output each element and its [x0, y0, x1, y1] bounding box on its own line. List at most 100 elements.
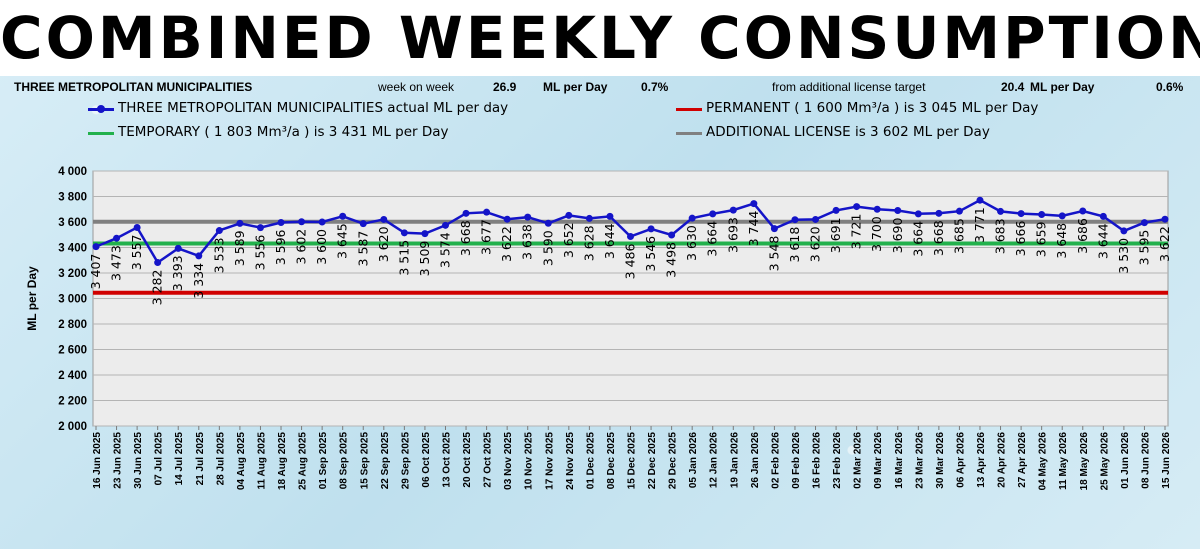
x-tick-label: 01 Dec 2025: [585, 432, 596, 490]
data-point: [503, 215, 511, 223]
x-tick-label: 08 Sep 2025: [339, 432, 350, 490]
data-point: [873, 205, 881, 213]
data-label: 3 664: [705, 221, 720, 257]
data-label: 3 620: [376, 226, 391, 262]
legend-label-actual: THREE METROPOLITAN MUNICIPALITIES actual…: [118, 100, 509, 116]
data-point: [1058, 212, 1066, 220]
data-point: [113, 234, 121, 242]
info-license-unit: ML per Day: [1030, 80, 1095, 94]
legend-label-permanent: PERMANENT ( 1 600 Mm³/a ) is 3 045 ML pe…: [706, 100, 1039, 116]
x-tick-label: 23 Feb 2026: [832, 432, 843, 489]
data-label: 3 556: [252, 235, 267, 271]
data-point: [524, 213, 532, 221]
data-label: 3 622: [499, 226, 514, 262]
x-tick-label: 22 Sep 2025: [380, 432, 391, 490]
data-label: 3 393: [170, 255, 185, 291]
data-point: [606, 212, 614, 220]
x-tick-label: 10 Nov 2025: [524, 432, 535, 490]
y-tick-label: 2 600: [58, 345, 87, 357]
legend-swatch-additional: [676, 132, 702, 135]
data-label: 3 596: [273, 229, 288, 265]
data-point: [236, 219, 244, 227]
data-point: [256, 224, 264, 232]
x-tick-label: 20 Apr 2026: [997, 432, 1008, 488]
x-tick-label: 16 Mar 2026: [894, 432, 905, 489]
y-tick-label: 2 000: [58, 421, 87, 433]
x-tick-label: 29 Sep 2025: [400, 432, 411, 490]
data-point: [1099, 212, 1107, 220]
x-tick-label: 18 May 2026: [1079, 432, 1090, 491]
data-point: [195, 252, 203, 260]
y-tick-label: 3 800: [58, 192, 87, 204]
data-point: [729, 206, 737, 214]
data-label: 3 282: [150, 270, 165, 306]
data-label: 3 638: [520, 224, 535, 260]
data-label: 3 630: [684, 225, 699, 261]
data-point: [1120, 227, 1128, 235]
y-tick-label: 2 400: [58, 370, 87, 382]
x-tick-label: 30 Jun 2025: [133, 432, 144, 489]
data-label: 3 498: [664, 242, 679, 278]
y-tick-label: 2 200: [58, 396, 87, 408]
x-tick-label: 14 Jul 2025: [174, 432, 185, 486]
y-tick-label: 3 200: [58, 268, 87, 280]
data-point: [812, 215, 820, 223]
info-week-value: 26.9: [493, 80, 517, 94]
x-tick-label: 09 Mar 2026: [873, 432, 884, 489]
legend-marker-actual: [97, 105, 105, 113]
data-point: [483, 208, 491, 216]
data-point: [647, 225, 655, 233]
data-label: 3 589: [232, 230, 247, 266]
data-label: 3 771: [972, 207, 987, 243]
info-week-label: week on week: [378, 80, 455, 94]
data-point: [688, 214, 696, 222]
chart-title: COMBINED WEEKLY CONSUMPTION: [0, 4, 1200, 72]
data-point: [277, 219, 285, 227]
data-label: 3 721: [849, 214, 864, 250]
data-label: 3 473: [109, 245, 124, 281]
data-point: [997, 207, 1005, 215]
data-label: 3 668: [931, 220, 946, 256]
y-tick-label: 3 400: [58, 243, 87, 255]
data-label: 3 407: [88, 254, 103, 290]
x-tick-label: 05 Jan 2026: [688, 432, 699, 489]
x-tick-label: 19 Jan 2026: [729, 432, 740, 489]
data-point: [709, 210, 717, 218]
legend-swatch-permanent: [676, 108, 702, 111]
data-point: [359, 220, 367, 228]
x-tick-label: 23 Jun 2025: [113, 432, 124, 489]
data-point: [339, 212, 347, 220]
data-label: 3 574: [437, 232, 452, 268]
x-tick-label: 08 Dec 2025: [606, 432, 617, 490]
data-label: 3 548: [766, 236, 781, 272]
data-point: [380, 215, 388, 223]
data-point: [441, 221, 449, 229]
data-point: [1079, 207, 1087, 215]
x-tick-label: 02 Feb 2026: [770, 432, 781, 489]
y-tick-label: 4 000: [58, 166, 87, 178]
data-point: [318, 218, 326, 226]
info-license-label: from additional license target: [772, 80, 926, 94]
data-label: 3 677: [479, 219, 494, 255]
data-point: [750, 200, 758, 208]
data-label: 3 644: [602, 223, 617, 259]
y-tick-label: 3 600: [58, 217, 87, 229]
data-label: 3 595: [1136, 230, 1151, 266]
y-axis-label: ML per Day: [25, 266, 39, 331]
x-tick-label: 15 Jun 2026: [1161, 432, 1172, 489]
data-label: 3 659: [1034, 221, 1049, 257]
x-tick-label: 21 Jul 2025: [195, 432, 206, 486]
info-license-pct: 0.6%: [1156, 80, 1184, 94]
data-label: 3 700: [869, 216, 884, 252]
x-tick-label: 26 Jan 2026: [750, 432, 761, 489]
x-tick-label: 11 May 2026: [1058, 432, 1069, 490]
data-point: [400, 229, 408, 237]
x-tick-label: 18 Aug 2025: [277, 432, 288, 490]
y-tick-label: 2 800: [58, 319, 87, 331]
data-point: [92, 243, 100, 251]
x-tick-label: 16 Jun 2025: [92, 432, 103, 489]
data-label: 3 668: [458, 220, 473, 256]
data-label: 3 546: [643, 236, 658, 272]
x-tick-label: 25 Aug 2025: [298, 432, 309, 490]
